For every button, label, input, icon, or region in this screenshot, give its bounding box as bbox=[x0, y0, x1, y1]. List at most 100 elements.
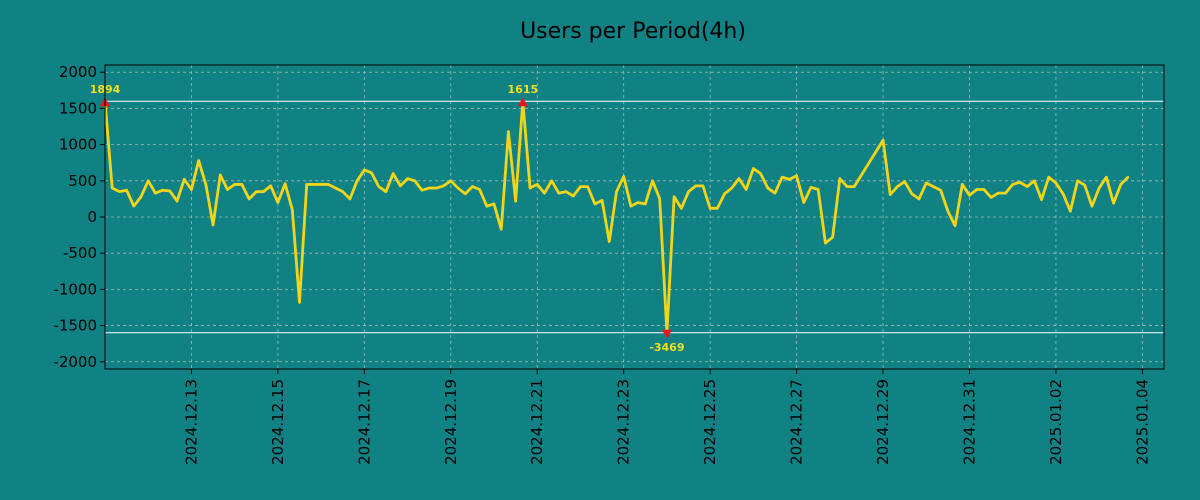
y-tick-label: -1000 bbox=[53, 280, 97, 298]
data-point bbox=[442, 184, 445, 188]
data-point bbox=[197, 159, 200, 162]
data-point bbox=[168, 189, 172, 193]
data-point bbox=[348, 197, 352, 201]
data-point bbox=[183, 178, 186, 181]
y-tick-label: 0 bbox=[87, 208, 97, 226]
data-point bbox=[456, 186, 460, 190]
data-point bbox=[925, 181, 928, 185]
data-point bbox=[226, 188, 229, 191]
data-point bbox=[1011, 183, 1014, 186]
data-point bbox=[161, 189, 164, 192]
data-point bbox=[255, 190, 258, 193]
data-point bbox=[795, 174, 798, 177]
data-point bbox=[399, 184, 402, 188]
y-axis: 2000 1500 1000 500 0 -500 -1000 -1500 -2000 bbox=[53, 63, 105, 371]
x-tick-label: 2024.12.29 bbox=[874, 379, 892, 465]
data-point bbox=[471, 185, 474, 188]
data-point bbox=[780, 175, 784, 179]
data-point bbox=[118, 190, 121, 193]
data-point bbox=[211, 223, 215, 227]
data-point bbox=[766, 186, 769, 190]
data-point bbox=[363, 168, 366, 172]
data-point bbox=[233, 183, 236, 186]
data-point bbox=[1105, 175, 1108, 179]
data-point bbox=[1018, 181, 1022, 184]
data-point bbox=[147, 179, 150, 183]
x-tick-label: 2024.12.19 bbox=[442, 379, 460, 465]
data-point bbox=[247, 197, 251, 201]
x-tick-label: 2025.01.02 bbox=[1047, 379, 1065, 465]
data-point bbox=[1119, 183, 1122, 186]
y-tick-label: 500 bbox=[68, 172, 97, 190]
data-point bbox=[752, 167, 755, 170]
data-point bbox=[1112, 202, 1115, 205]
series-layer bbox=[103, 99, 1130, 335]
peak-marker bbox=[517, 97, 528, 107]
data-point bbox=[874, 150, 878, 154]
data-point bbox=[939, 189, 942, 192]
data-point bbox=[600, 199, 604, 202]
data-point bbox=[420, 189, 424, 192]
data-point bbox=[557, 191, 561, 195]
data-point bbox=[687, 190, 690, 193]
x-tick-label: 2024.12.13 bbox=[182, 379, 200, 465]
data-point bbox=[615, 190, 618, 193]
data-point bbox=[543, 191, 546, 195]
x-tick-label: 2024.12.27 bbox=[788, 379, 806, 465]
data-point bbox=[507, 130, 510, 133]
data-point bbox=[831, 236, 834, 239]
data-point bbox=[550, 179, 553, 183]
data-point bbox=[514, 199, 517, 203]
data-point bbox=[953, 224, 957, 227]
y-tick-label: 1500 bbox=[59, 99, 97, 117]
data-point bbox=[406, 177, 409, 180]
data-point bbox=[946, 210, 950, 213]
data-point bbox=[464, 192, 467, 196]
data-point bbox=[809, 186, 813, 189]
data-point bbox=[572, 194, 575, 198]
data-point bbox=[1097, 186, 1101, 190]
trough-label: -3469 bbox=[649, 341, 684, 354]
x-tick-label: 2024.12.31 bbox=[960, 379, 978, 465]
data-point bbox=[449, 179, 452, 183]
data-point bbox=[269, 184, 272, 188]
data-point bbox=[139, 195, 143, 198]
data-point bbox=[334, 186, 337, 190]
data-point bbox=[982, 188, 986, 191]
data-point bbox=[716, 207, 719, 210]
data-point bbox=[701, 184, 705, 188]
data-point bbox=[730, 186, 733, 190]
data-point bbox=[651, 179, 654, 183]
x-tick-label: 2024.12.17 bbox=[355, 379, 373, 465]
data-point bbox=[644, 202, 647, 206]
data-point bbox=[125, 189, 128, 192]
data-point bbox=[1004, 191, 1007, 195]
data-point bbox=[291, 208, 294, 211]
data-point bbox=[1126, 175, 1130, 179]
data-point bbox=[319, 183, 323, 186]
y-tick-label: 1000 bbox=[59, 136, 97, 154]
data-point bbox=[1076, 179, 1079, 183]
data-point bbox=[478, 188, 481, 191]
data-point bbox=[413, 179, 416, 183]
data-point bbox=[997, 191, 1000, 195]
x-tick-label: 2024.12.21 bbox=[528, 379, 546, 465]
data-point bbox=[723, 192, 726, 196]
data-point bbox=[312, 183, 316, 186]
data-point bbox=[737, 177, 741, 180]
reference-lines bbox=[105, 100, 1164, 334]
data-point bbox=[867, 162, 870, 165]
data-point bbox=[989, 196, 993, 199]
peak-label: 1615 bbox=[508, 83, 539, 96]
data-point bbox=[204, 183, 208, 186]
data-point bbox=[1025, 185, 1029, 188]
data-point bbox=[219, 173, 222, 177]
data-point bbox=[708, 207, 712, 210]
data-point bbox=[1069, 210, 1072, 213]
data-point bbox=[132, 204, 136, 208]
data-point bbox=[903, 180, 906, 183]
data-point bbox=[500, 228, 503, 231]
data-point bbox=[154, 191, 157, 195]
data-point bbox=[435, 186, 438, 190]
x-axis: 2024.12.13 2024.12.15 2024.12.17 2024.12.19… bbox=[182, 369, 1151, 465]
